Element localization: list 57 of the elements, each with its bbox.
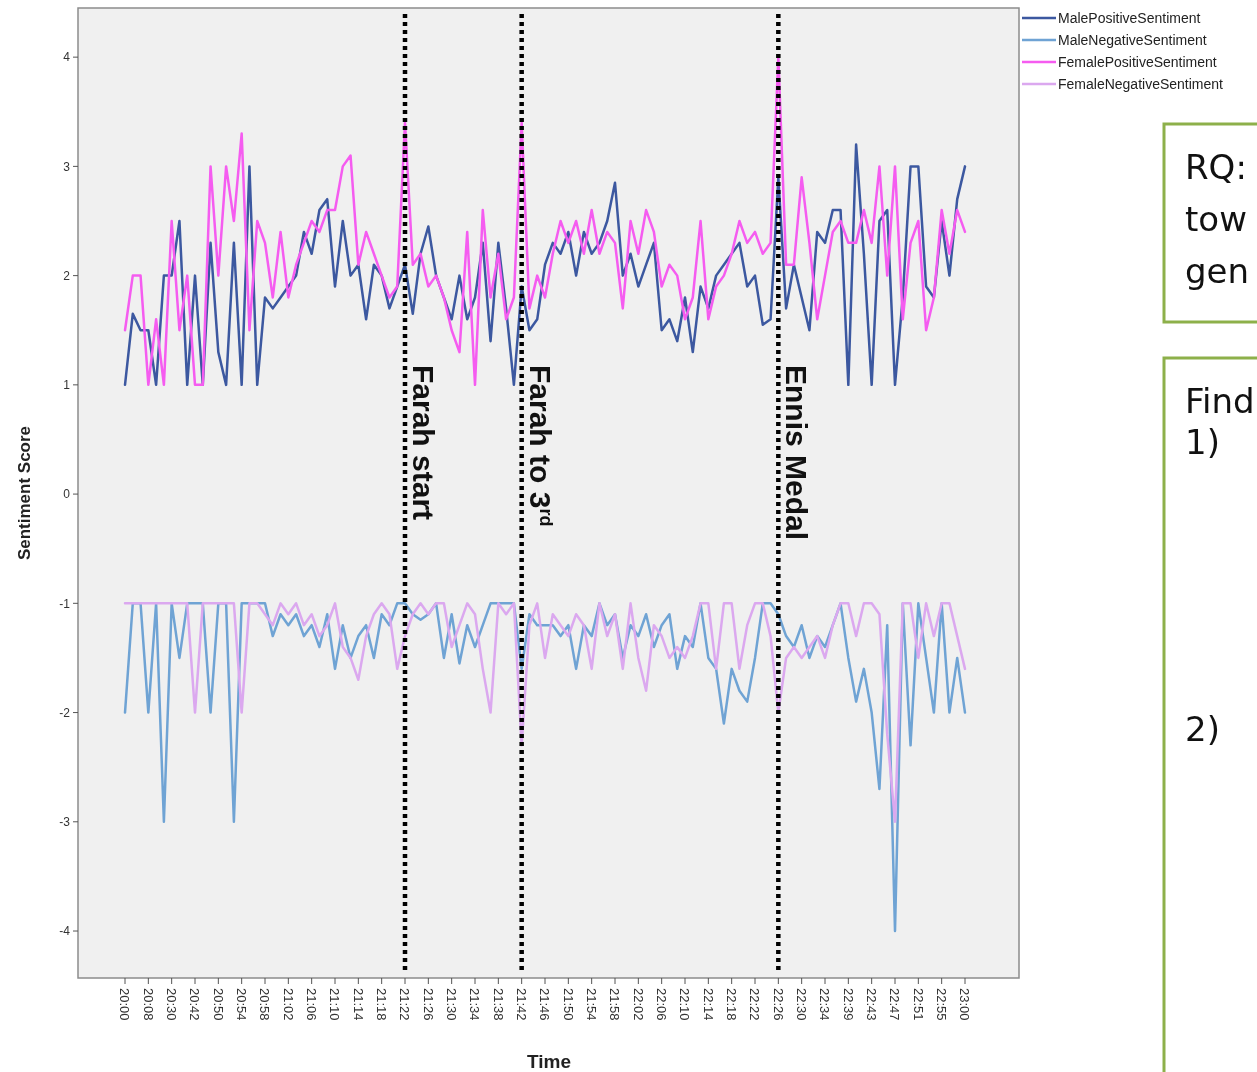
x-tick-label: 21:26 [420, 988, 436, 1021]
x-tick-label: 22:10 [677, 988, 693, 1021]
x-tick-label: 22:26 [770, 988, 786, 1021]
x-tick-label: 20:00 [117, 988, 133, 1021]
x-tick-label: 21:14 [350, 988, 366, 1021]
x-tick-label: 22:39 [840, 988, 856, 1021]
y-tick-label: -2 [59, 705, 71, 720]
y-axis-title: Sentiment Score [15, 425, 34, 561]
y-tick-label: 0 [63, 487, 71, 502]
x-tick-label: 20:58 [257, 988, 273, 1021]
text: Find 1) 2) [1185, 381, 1255, 749]
x-tick-label: 23:00 [957, 988, 973, 1021]
x-tick-label: 21:30 [444, 988, 460, 1021]
x-tick-label: 22:51 [910, 988, 926, 1021]
legend-label: FemaleNegativeSentiment [1058, 75, 1224, 92]
y-tick-label: -3 [59, 815, 71, 829]
x-tick-label: 22:06 [654, 988, 670, 1021]
legend-label: MaleNegativeSentiment [1058, 31, 1207, 48]
x-tick-label: 21:06 [304, 988, 320, 1021]
x-tick-label: 20:54 [234, 988, 250, 1021]
x-tick-label: 20:08 [140, 988, 156, 1021]
x-tick-label: 20:30 [164, 988, 180, 1021]
x-tick-label: 22:55 [934, 988, 950, 1021]
y-tick-label: -1 [59, 596, 71, 611]
line-series [123, 602, 967, 824]
x-tick-label: 21:58 [607, 988, 623, 1021]
x-tick-label: 22:02 [630, 988, 646, 1021]
x-tick-label: 22:47 [887, 988, 903, 1021]
x-tick-label: 21:22 [397, 988, 413, 1021]
x-tick-label: 22:34 [817, 988, 833, 1021]
x-tick-label: 22:43 [864, 988, 880, 1021]
x-tick-label: 21:10 [327, 988, 343, 1021]
y-tick-label: 4 [63, 50, 71, 65]
x-tick-label: 22:22 [747, 988, 763, 1021]
x-tick-label: 22:30 [794, 988, 810, 1021]
x-tick-label: 21:34 [467, 988, 483, 1021]
ref-line-label: Farah start [407, 365, 440, 521]
x-tick-label: 21:38 [490, 988, 506, 1021]
y-tick-label: 3 [63, 159, 71, 174]
y-tick-label: 1 [63, 378, 71, 393]
legend-label: MalePositiveSentiment [1058, 9, 1201, 26]
x-axis-title: Time [526, 1051, 572, 1072]
x-tick-label: 21:46 [537, 988, 553, 1021]
x-tick-label: 21:18 [374, 988, 390, 1021]
ref-line-label: Ennis Medal [780, 365, 814, 541]
text: RQ: tow gen [1185, 147, 1250, 291]
x-tick-label: 21:54 [584, 988, 600, 1021]
legend-label: FemalePositiveSentiment [1058, 53, 1217, 70]
x-tick-label: 21:50 [560, 988, 576, 1021]
x-tick-label: 21:02 [280, 988, 296, 1021]
x-tick-label: 20:42 [187, 988, 203, 1021]
y-tick-label: -4 [59, 924, 71, 939]
x-tick-label: 21:42 [514, 988, 530, 1021]
x-tick-label: 22:14 [700, 988, 716, 1021]
x-tick-label: 22:18 [724, 988, 740, 1021]
y-tick-label: 2 [63, 268, 71, 283]
x-tick-label: 20:50 [210, 988, 226, 1021]
